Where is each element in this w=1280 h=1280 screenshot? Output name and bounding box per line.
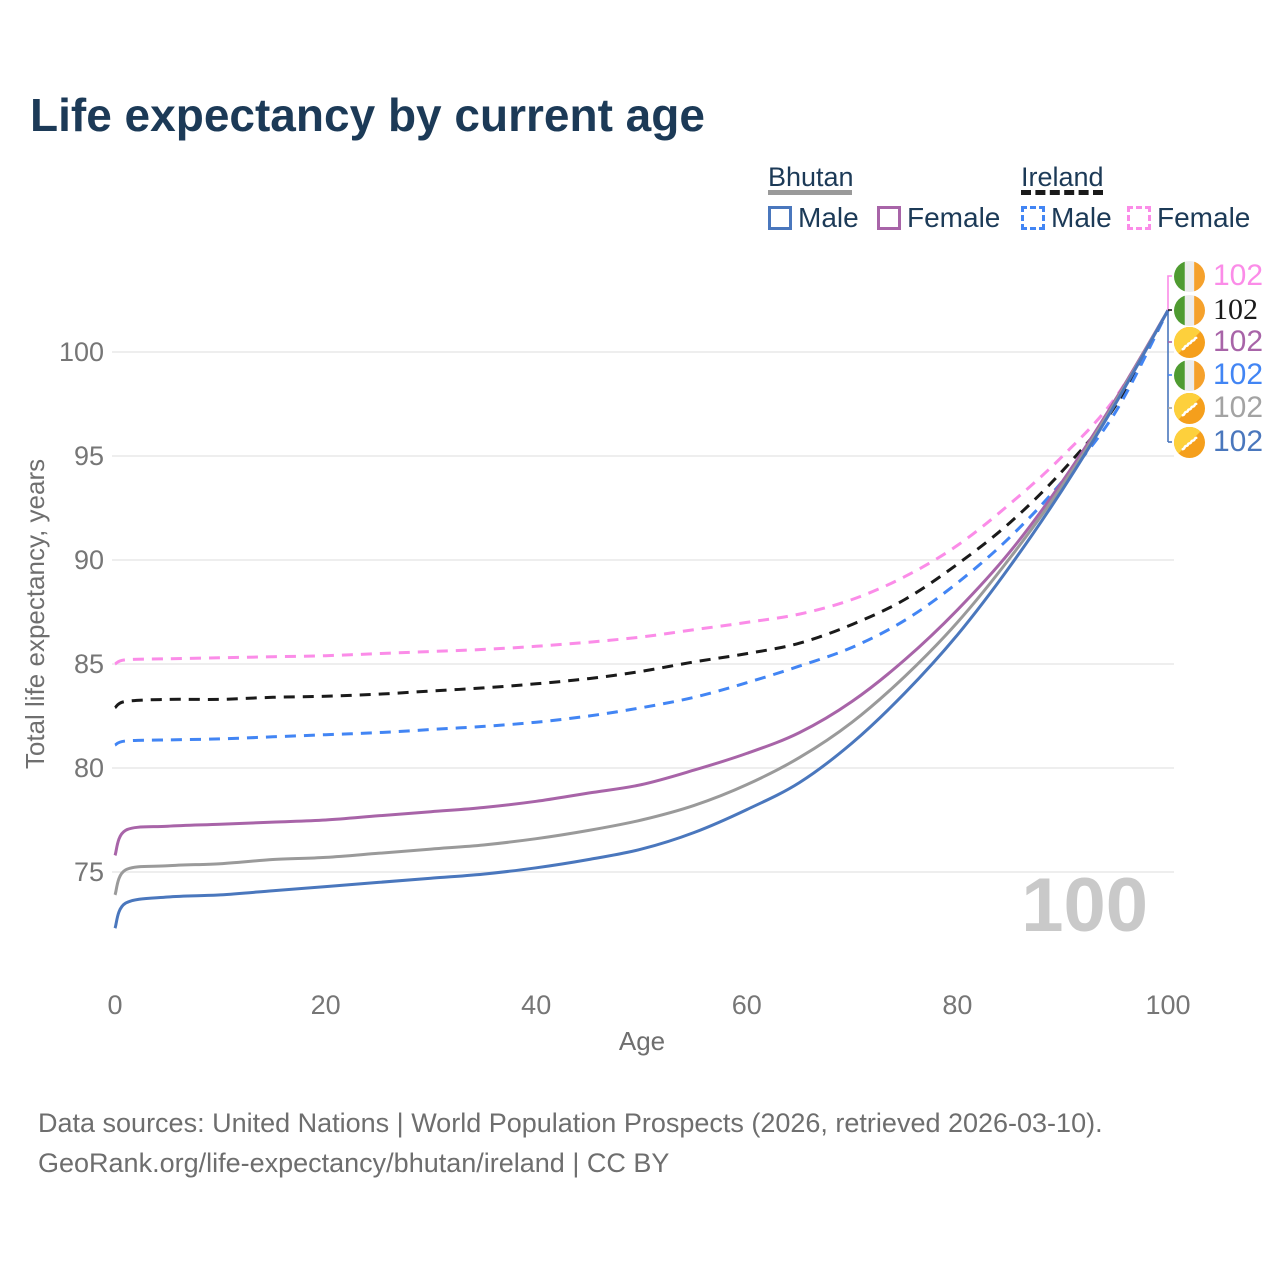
legend-item-label: Female xyxy=(1157,202,1251,233)
end-label-value: 102 xyxy=(1213,325,1264,358)
end-label-bhutan-total: 102 xyxy=(1174,391,1263,425)
y-tick-label: 85 xyxy=(74,649,104,679)
legend-item-ireland-male[interactable]: Male xyxy=(1021,202,1112,234)
x-tick-label: 20 xyxy=(311,990,341,1020)
legend-item-ireland-female[interactable]: Female xyxy=(1127,202,1250,234)
y-tick-label: 90 xyxy=(74,545,104,575)
footer-url: GeoRank.org/life-expectancy/bhutan/irela… xyxy=(38,1148,670,1178)
bhutan-flag-icon xyxy=(1174,426,1205,458)
legend-bhutan-rule xyxy=(768,190,852,195)
end-label-ireland-male: 102 xyxy=(1174,358,1263,392)
end-label-ireland-female: 102 xyxy=(1174,259,1263,293)
series-line-bhutan-male[interactable] xyxy=(113,309,1170,929)
series-line-ireland-male[interactable] xyxy=(114,309,1170,747)
bhutan-male-swatch-icon xyxy=(768,206,792,230)
legend-group-ireland-title: Ireland xyxy=(1021,162,1104,192)
x-axis-title: Age xyxy=(619,1026,665,1056)
age-watermark: 100 xyxy=(1021,863,1148,948)
legend-ireland-rule xyxy=(1021,190,1103,195)
series-line-bhutan-total[interactable] xyxy=(113,309,1170,896)
leader-up xyxy=(1167,275,1172,311)
legend-item-label: Male xyxy=(798,202,859,233)
x-tick-label: 0 xyxy=(107,990,122,1020)
y-tick-label: 95 xyxy=(74,441,104,471)
bhutan-flag-icon xyxy=(1174,392,1205,424)
x-tick-label: 60 xyxy=(732,990,762,1020)
end-label-bhutan-female: 102 xyxy=(1174,325,1263,359)
legend-group-bhutan-title: Bhutan xyxy=(768,162,854,192)
y-tick-label: 100 xyxy=(59,337,104,367)
legend-item-bhutan-female[interactable]: Female xyxy=(877,202,1000,234)
y-tick-label: 80 xyxy=(74,753,104,783)
x-tick-label: 100 xyxy=(1145,990,1190,1020)
series-line-ireland-female[interactable] xyxy=(114,309,1170,666)
ireland-female-swatch-icon xyxy=(1127,206,1151,230)
y-tick-label: 75 xyxy=(74,857,104,887)
y-axis-title: Total life expectancy, years xyxy=(20,459,50,769)
bhutan-flag-icon xyxy=(1174,326,1205,358)
legend-item-label: Male xyxy=(1051,202,1112,233)
end-label-ireland-total: 102 xyxy=(1174,293,1258,327)
series-line-bhutan-female[interactable] xyxy=(113,309,1170,856)
end-label-bhutan-male: 102 xyxy=(1174,425,1263,459)
ireland-male-swatch-icon xyxy=(1021,206,1045,230)
ireland-flag-icon xyxy=(1174,359,1205,391)
ireland-flag-icon xyxy=(1174,260,1205,292)
end-label-value: 102 xyxy=(1213,358,1264,391)
legend-item-bhutan-male[interactable]: Male xyxy=(768,202,859,234)
x-tick-label: 40 xyxy=(521,990,551,1020)
chart-title: Life expectancy by current age xyxy=(30,89,705,141)
end-label-value: 102 xyxy=(1213,259,1264,292)
series-line-ireland-total[interactable] xyxy=(114,309,1170,709)
end-label-value: 102 xyxy=(1213,425,1264,458)
bhutan-female-swatch-icon xyxy=(877,206,901,230)
legend-item-label: Female xyxy=(907,202,1001,233)
x-tick-label: 80 xyxy=(942,990,972,1020)
ireland-flag-icon xyxy=(1174,294,1205,326)
footer-sources: Data sources: United Nations | World Pop… xyxy=(38,1108,1103,1138)
end-label-value: 102 xyxy=(1213,293,1258,326)
end-label-value: 102 xyxy=(1213,391,1264,424)
